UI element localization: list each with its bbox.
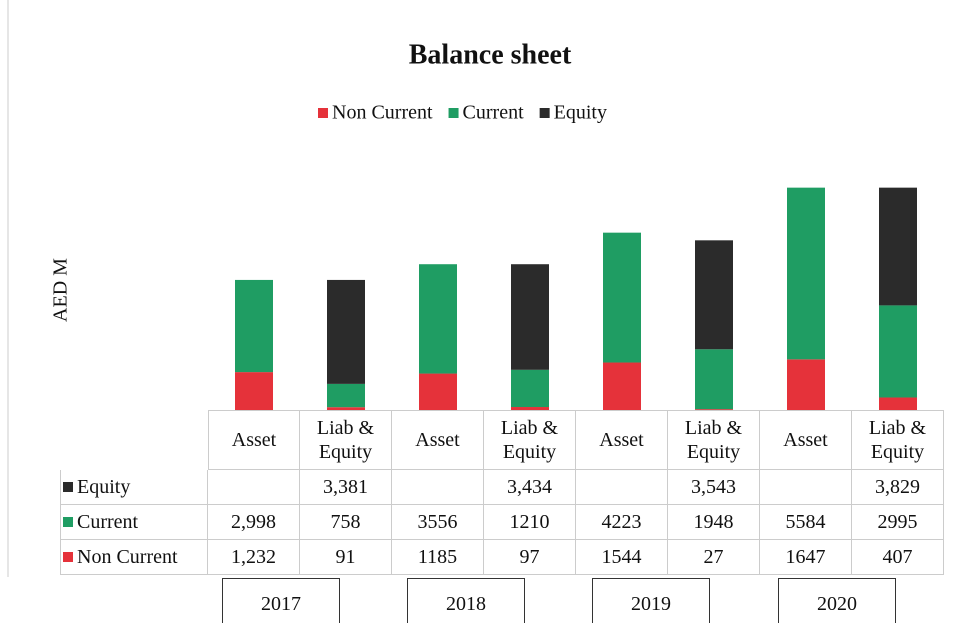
table-cell: 1544 bbox=[576, 540, 668, 575]
bar-segment bbox=[879, 187, 917, 306]
value-label: 1210 bbox=[509, 511, 550, 533]
table-cell: 1210 bbox=[484, 505, 576, 540]
bar-segment bbox=[695, 409, 733, 410]
row-header: Non Current bbox=[60, 540, 208, 575]
year-label: 2019 bbox=[592, 578, 710, 623]
legend-swatch bbox=[448, 108, 459, 118]
value-label: 97 bbox=[519, 546, 540, 568]
value-label: 27 bbox=[703, 546, 724, 568]
table-cell: 2995 bbox=[852, 505, 944, 540]
table-cell: 758 bbox=[300, 505, 392, 540]
value-label: 3,543 bbox=[691, 476, 736, 498]
value-label: 1948 bbox=[693, 511, 734, 533]
table-cell: 3,434 bbox=[484, 470, 576, 505]
legend-swatch bbox=[539, 108, 550, 118]
bar-segment bbox=[879, 305, 917, 398]
bar-segment bbox=[419, 373, 457, 410]
row-label: Current bbox=[77, 511, 139, 533]
year-label: 2020 bbox=[778, 578, 896, 623]
bar-segment bbox=[695, 349, 733, 410]
row-header: Current bbox=[60, 505, 208, 540]
value-label: 407 bbox=[882, 546, 913, 568]
table-cell bbox=[760, 470, 852, 505]
y-axis-label: AED M bbox=[50, 258, 72, 322]
bar-segment bbox=[327, 407, 365, 410]
value-label: 5584 bbox=[785, 511, 826, 533]
table-cell: 5584 bbox=[760, 505, 852, 540]
bar-segment bbox=[787, 187, 825, 360]
legend-label: Current bbox=[463, 102, 525, 124]
bar-segment bbox=[327, 383, 365, 408]
value-label: 2995 bbox=[877, 511, 918, 533]
table-cell: 1185 bbox=[392, 540, 484, 575]
table-cell: 407 bbox=[852, 540, 944, 575]
bar-segment bbox=[419, 264, 457, 374]
row-label: Non Current bbox=[77, 546, 178, 568]
bar-segment bbox=[235, 279, 273, 373]
category-label: Liab & Equity bbox=[484, 410, 576, 470]
value-label: 758 bbox=[330, 511, 361, 533]
legend-swatch bbox=[63, 552, 73, 562]
legend-label: Equity bbox=[554, 102, 607, 124]
table-cell: 1948 bbox=[668, 505, 760, 540]
legend-swatch bbox=[318, 108, 328, 118]
category-label: Liab & Equity bbox=[300, 410, 392, 470]
table-cell: 3,543 bbox=[668, 470, 760, 505]
chart-title: Balance sheet bbox=[409, 39, 572, 70]
table-cell: 3556 bbox=[392, 505, 484, 540]
bar-segment bbox=[511, 264, 549, 370]
table-cell: 97 bbox=[484, 540, 576, 575]
table-cell: 91 bbox=[300, 540, 392, 575]
value-label: 3,829 bbox=[875, 476, 920, 498]
bar-segment bbox=[327, 279, 365, 384]
table-cell: 3,381 bbox=[300, 470, 392, 505]
category-label: Liab & Equity bbox=[668, 410, 760, 470]
value-label: 1544 bbox=[601, 546, 642, 568]
category-label: Asset bbox=[576, 410, 668, 470]
table-cell bbox=[208, 470, 300, 505]
bar-segment bbox=[695, 240, 733, 350]
year-label: 2017 bbox=[222, 578, 340, 623]
table-cell: 1,232 bbox=[208, 540, 300, 575]
table-cell: 2,998 bbox=[208, 505, 300, 540]
table-cell bbox=[392, 470, 484, 505]
year-label: 2018 bbox=[407, 578, 525, 623]
bar-segment bbox=[511, 407, 549, 410]
row-label: Equity bbox=[77, 476, 131, 498]
bar-segment bbox=[879, 397, 917, 410]
bar-segment bbox=[603, 232, 641, 363]
table-cell: 4223 bbox=[576, 505, 668, 540]
bar-segment bbox=[787, 359, 825, 410]
table-cell bbox=[576, 470, 668, 505]
table-line bbox=[208, 410, 944, 411]
legend-swatch bbox=[63, 517, 73, 527]
bar-segment bbox=[235, 372, 273, 410]
table-cell: 3,829 bbox=[852, 470, 944, 505]
value-label: 1647 bbox=[785, 546, 826, 568]
category-label: Asset bbox=[208, 410, 300, 470]
category-label: Asset bbox=[760, 410, 852, 470]
value-label: 3,381 bbox=[323, 476, 368, 498]
bar-segment bbox=[511, 369, 549, 408]
bar-segment bbox=[603, 362, 641, 410]
table-cell: 1647 bbox=[760, 540, 852, 575]
category-label: Liab & Equity bbox=[852, 410, 944, 470]
value-label: 2,998 bbox=[231, 511, 276, 533]
legend-label: Non Current bbox=[332, 102, 433, 124]
value-label: 3,434 bbox=[507, 476, 552, 498]
table-cell: 27 bbox=[668, 540, 760, 575]
category-label: Asset bbox=[392, 410, 484, 470]
legend-swatch bbox=[63, 482, 73, 492]
value-label: 4223 bbox=[601, 511, 642, 533]
value-label: 1185 bbox=[417, 546, 458, 568]
row-header: Equity bbox=[60, 470, 208, 505]
value-label: 3556 bbox=[417, 511, 458, 533]
value-label: 91 bbox=[335, 546, 356, 568]
value-label: 1,232 bbox=[231, 546, 276, 568]
